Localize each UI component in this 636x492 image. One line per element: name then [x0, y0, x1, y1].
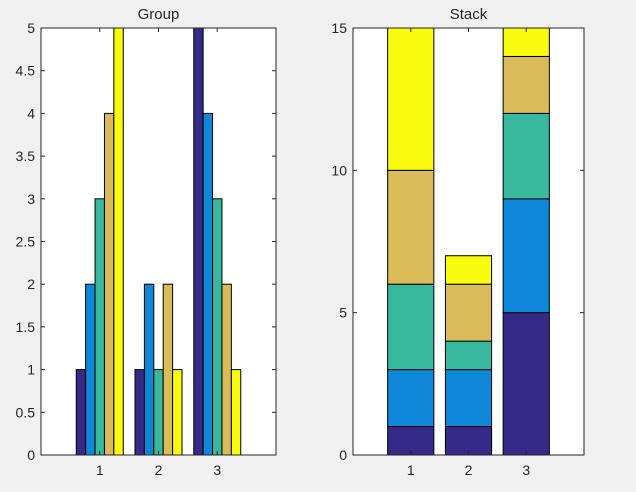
stack-ytick-label: 15	[331, 20, 347, 36]
stack-segment-cat3-s2	[502, 198, 550, 314]
group-chart-title: Group	[138, 6, 180, 23]
group-ytick-label: 0	[27, 447, 35, 463]
stack-segment-cat3-s1	[502, 312, 550, 456]
group-bar-cat1-s5	[113, 27, 124, 456]
group-bar-cat3-s4	[221, 283, 232, 456]
stack-segment-cat1-s5	[387, 27, 435, 171]
group-ytick-label: 3.5	[16, 148, 36, 164]
stack-xtick-label: 1	[407, 462, 415, 478]
group-ytick-label: 5	[27, 20, 35, 36]
group-ytick-label: 4.5	[16, 63, 36, 79]
stack-segment-cat1-s2	[387, 369, 435, 428]
group-xtick-label: 2	[155, 462, 163, 478]
group-bar-cat1-s3	[94, 198, 105, 456]
stack-segment-cat2-s4	[444, 283, 493, 342]
group-ytick-label: 3	[27, 191, 35, 207]
stack-xtick-label: 2	[465, 462, 473, 478]
group-bar-cat3-s5	[230, 369, 242, 456]
stack-segment-cat3-s3	[502, 112, 550, 200]
group-bar-cat2-s5	[172, 369, 183, 456]
group-ytick-label: 2	[27, 276, 35, 292]
group-xtick-label: 1	[96, 462, 104, 478]
stack-segment-cat1-s4	[387, 169, 435, 285]
group-bar-cat2-s2	[143, 283, 155, 456]
group-bar-cat1-s2	[85, 283, 96, 456]
group-ytick-label: 1.5	[16, 319, 36, 335]
stack-ytick-label: 10	[331, 162, 347, 178]
group-bar-cat3-s1	[193, 27, 204, 456]
stack-segment-cat2-s1	[444, 426, 493, 456]
group-ytick-label: 1	[27, 362, 35, 378]
group-bar-cat2-s1	[134, 369, 145, 456]
stack-segment-cat3-s5	[502, 27, 550, 57]
group-xtick-label: 3	[213, 462, 221, 478]
stack-xtick-label: 3	[522, 462, 530, 478]
group-bar-cat1-s1	[75, 369, 87, 456]
group-bar-cat2-s3	[153, 369, 164, 456]
group-ytick-label: 2.5	[16, 234, 36, 250]
group-bar-cat1-s4	[103, 112, 115, 456]
group-ytick-label: 0.5	[16, 404, 36, 420]
group-ytick-label: 4	[27, 105, 35, 121]
stack-segment-cat2-s3	[444, 340, 493, 371]
stack-ytick-label: 5	[339, 305, 347, 321]
stack-chart-title: Stack	[450, 6, 488, 23]
stack-segment-cat2-s2	[444, 369, 493, 428]
group-bar-cat3-s2	[202, 112, 214, 456]
group-bar-cat3-s3	[212, 198, 223, 456]
group-bar-cat2-s4	[162, 283, 174, 456]
stack-ytick-label: 0	[339, 447, 347, 463]
stack-chart-axes: 0 5 10 15 1 2 3 Stack	[331, 6, 585, 478]
stack-segment-cat2-s5	[444, 255, 493, 285]
stack-segment-cat1-s1	[387, 426, 435, 456]
stack-segment-cat3-s4	[502, 55, 550, 114]
stack-segment-cat1-s3	[387, 283, 435, 371]
group-chart-axes: 0 0.5 1 1.5 2 2.5 3 3.5 4 4.5 5 1 2 3 Group	[16, 6, 277, 478]
